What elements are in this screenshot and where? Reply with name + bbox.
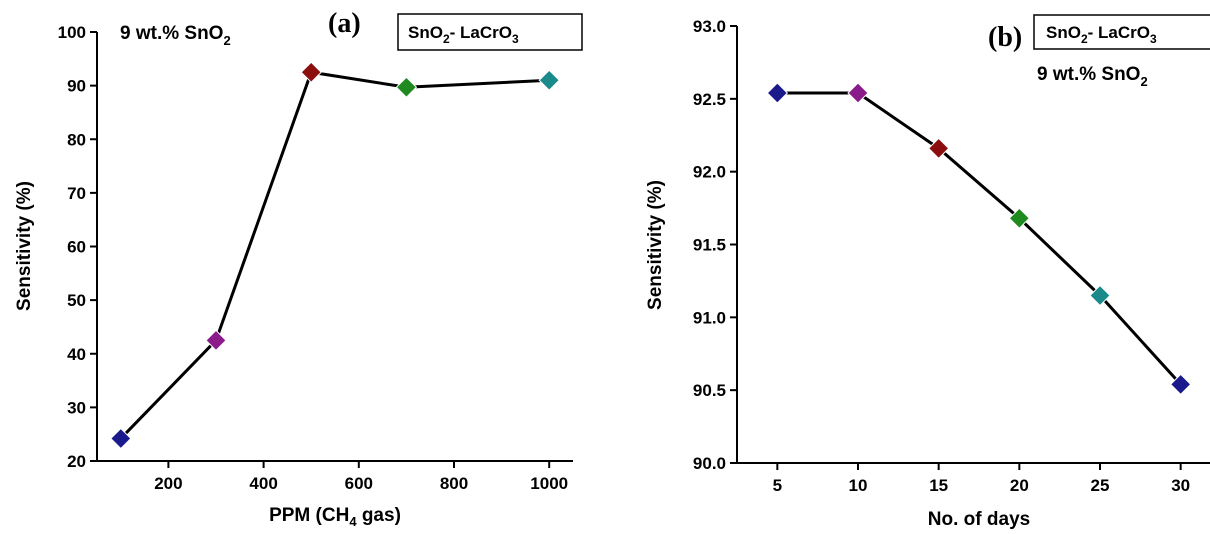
data-point-marker — [1089, 284, 1111, 307]
x-tick-label: 1000 — [530, 474, 568, 493]
y-tick-label: 90.0 — [693, 454, 726, 473]
data-point-marker — [927, 137, 950, 160]
y-tick-label: 40 — [67, 345, 86, 364]
data-point-marker — [847, 82, 869, 104]
chart-panel-a: 20 30 40 50 60 70 80 90 100 200 400 600 800 1000 Sen… — [14, 8, 583, 529]
series-line-a — [119, 70, 550, 440]
x-tick-label: 600 — [345, 474, 373, 493]
y-tick-label: 60 — [67, 238, 86, 257]
legend-box-b — [1033, 14, 1210, 50]
legend-text-b: SnO2- LaCrO3 — [1046, 23, 1157, 46]
y-axis-label-b: Sensitivity (%) — [645, 180, 666, 310]
x-tick-label: 200 — [154, 474, 182, 493]
data-point-marker — [766, 82, 789, 104]
series-line-b — [777, 91, 1182, 386]
y-tick-label: 90 — [67, 77, 86, 96]
data-points-a — [110, 61, 560, 450]
y-tick-label: 92.0 — [693, 163, 726, 182]
y-tick-label: 70 — [67, 184, 86, 203]
y-tick-label: 30 — [67, 398, 86, 417]
y-ticks-a: 20 30 40 50 60 70 80 90 100 — [58, 23, 97, 471]
y-axis-label-a: Sensitivity (%) — [14, 181, 35, 311]
x-axis-label-b: No. of days — [928, 509, 1030, 530]
x-ticks-a: 200 400 600 800 1000 — [154, 461, 568, 493]
x-axis-label-a: PPM (CH4 gas) — [269, 505, 401, 529]
y-tick-label: 91.5 — [693, 236, 726, 255]
x-tick-label: 10 — [849, 476, 868, 495]
x-tick-label: 15 — [929, 476, 948, 495]
annotation-a: 9 wt.% SnO2 — [120, 23, 231, 48]
x-tick-label: 800 — [440, 474, 468, 493]
annotation-b: 9 wt.% SnO2 — [1037, 64, 1148, 89]
x-tick-label: 20 — [1010, 476, 1029, 495]
data-point-marker — [110, 427, 132, 450]
y-tick-label: 20 — [67, 452, 86, 471]
y-tick-label: 80 — [67, 130, 86, 149]
y-tick-label: 50 — [67, 291, 86, 310]
data-points-b — [766, 82, 1192, 396]
data-point-marker — [395, 76, 418, 98]
legend-text-a: SnO2- LaCrO3 — [408, 23, 519, 46]
legend-box-a — [397, 13, 583, 51]
y-tick-label: 90.5 — [693, 381, 726, 400]
plot-frame-a — [97, 32, 573, 461]
chart-panel-b: 90.0 90.5 91.0 91.5 92.0 92.5 93.0 5 10 15 20 25 30… — [645, 14, 1210, 530]
data-point-marker — [1169, 373, 1192, 396]
x-tick-label: 5 — [773, 476, 782, 495]
panel-label-b: (b) — [988, 22, 1022, 53]
data-point-marker — [1008, 207, 1031, 229]
y-tick-label: 91.0 — [693, 308, 726, 327]
x-ticks-b: 5 10 15 20 25 30 — [773, 463, 1190, 495]
data-point-marker — [205, 329, 227, 352]
y-tick-label: 92.5 — [693, 90, 726, 109]
y-tick-label: 93.0 — [693, 17, 726, 36]
panel-label-a: (a) — [328, 8, 361, 39]
data-point-marker — [300, 61, 322, 83]
x-tick-label: 25 — [1091, 476, 1110, 495]
data-point-marker — [538, 69, 560, 91]
y-tick-label: 100 — [58, 23, 86, 42]
x-tick-label: 30 — [1171, 476, 1190, 495]
x-tick-label: 400 — [249, 474, 277, 493]
y-ticks-b: 90.0 90.5 91.0 91.5 92.0 92.5 93.0 — [693, 17, 737, 473]
